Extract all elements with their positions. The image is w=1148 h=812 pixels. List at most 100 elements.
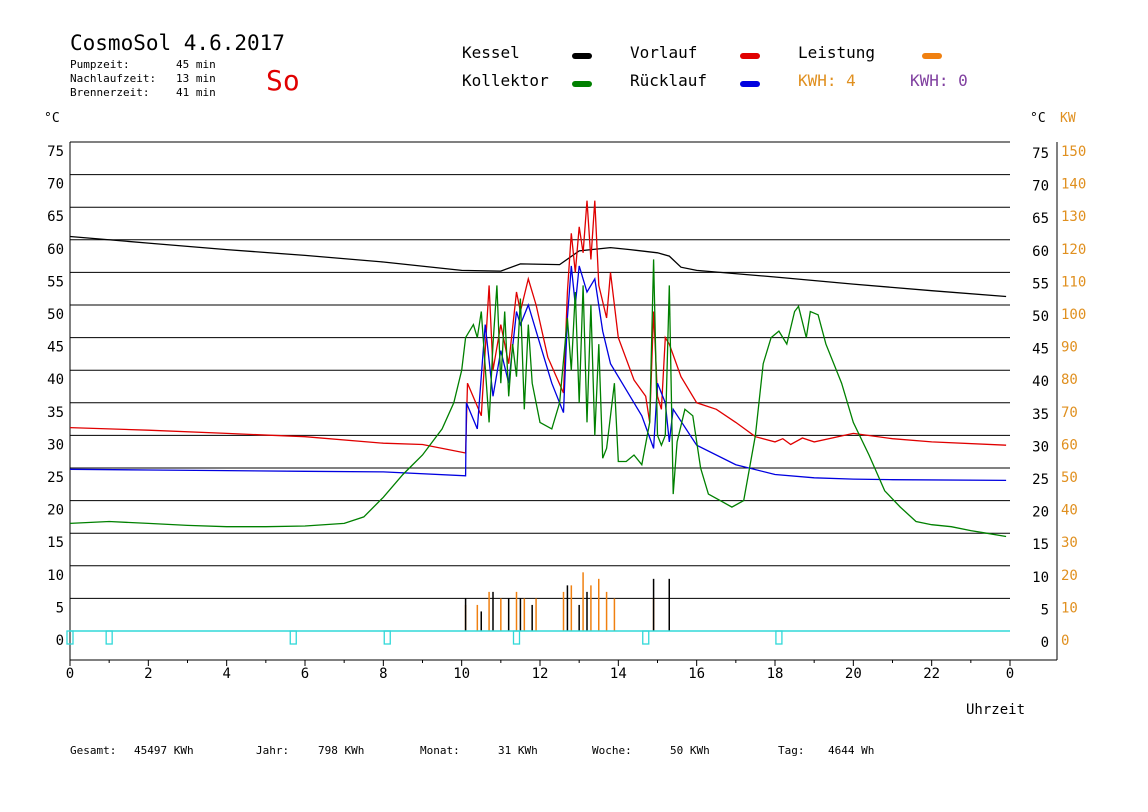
y-tick-label-left: 35: [47, 405, 64, 421]
kw-tick-label: 90: [1061, 340, 1078, 356]
legend-kwh: KWH: 0: [910, 71, 968, 90]
kw-tick-label: 100: [1061, 307, 1086, 323]
legend-swatch: [740, 81, 760, 87]
kw-tick-label: 70: [1061, 405, 1078, 421]
y-tick-label-right: 15: [1032, 537, 1049, 553]
x-tick-label: 0: [66, 666, 74, 682]
series-line-vorlauf: [69, 200, 1007, 454]
footer-label: Monat:: [420, 744, 460, 757]
y-tick-label-right: 65: [1032, 211, 1049, 227]
footer-label: Gesamt:: [70, 744, 116, 757]
legend-label: Vorlauf: [630, 43, 697, 62]
legend-label: Kollektor: [462, 71, 549, 90]
kw-tick-label: 0: [1061, 633, 1069, 649]
info-value: 41 min: [176, 86, 216, 99]
right-unit-c-label: °C: [1030, 111, 1046, 126]
legend-swatch: [922, 53, 942, 59]
right-unit-kw-label: KW: [1060, 111, 1076, 126]
footer-label: Tag:: [778, 744, 805, 757]
power-spikes: [464, 572, 670, 631]
info-value: 13 min: [176, 72, 216, 85]
x-tick-label: 14: [610, 666, 627, 682]
kw-tick-label: 110: [1061, 274, 1086, 290]
series-line-kessel: [69, 235, 1007, 298]
info-label: Pumpzeit:: [70, 58, 130, 71]
kw-tick-label: 60: [1061, 437, 1078, 453]
series-line-rcklauf: [69, 265, 1007, 482]
kw-tick-label: 80: [1061, 372, 1078, 388]
y-tick-label-left: 65: [47, 209, 64, 225]
kw-tick-label: 140: [1061, 177, 1086, 193]
kw-tick-label: 130: [1061, 209, 1086, 225]
kw-tick-label: 50: [1061, 470, 1078, 486]
y-tick-label-left: 50: [47, 307, 64, 323]
y-tick-label-left: 20: [47, 503, 64, 519]
x-tick-label: 18: [767, 666, 784, 682]
y-tick-label-right: 20: [1032, 505, 1049, 521]
y-tick-label-right: 45: [1032, 342, 1049, 358]
y-tick-label-left: 55: [47, 274, 64, 290]
x-tick-label: 8: [379, 666, 387, 682]
y-tick-label-right: 75: [1032, 146, 1049, 162]
y-tick-label-left: 0: [56, 633, 64, 649]
x-tick-label: 12: [532, 666, 549, 682]
y-tick-label-left: 60: [47, 242, 64, 258]
footer-value: 798 KWh: [318, 744, 364, 757]
day-label: So: [266, 64, 300, 97]
kw-tick-label: 40: [1061, 503, 1078, 519]
kw-tick-label: 10: [1061, 600, 1078, 616]
x-tick-label: 22: [923, 666, 940, 682]
info-label: Brennerzeit:: [70, 86, 149, 99]
y-tick-label-right: 55: [1032, 276, 1049, 292]
y-tick-label-left: 40: [47, 372, 64, 388]
x-tick-label: 0: [1006, 666, 1014, 682]
kw-tick-label: 150: [1061, 144, 1086, 160]
y-tick-label-right: 40: [1032, 374, 1049, 390]
y-tick-label-right: 30: [1032, 439, 1049, 455]
x-tick-label: 10: [453, 666, 470, 682]
y-tick-label-left: 10: [47, 568, 64, 584]
pump-pulse: [775, 630, 783, 645]
x-tick-label: 20: [845, 666, 862, 682]
y-tick-label-right: 10: [1032, 570, 1049, 586]
pump-markers: [66, 630, 1010, 645]
x-tick-label: 4: [222, 666, 230, 682]
legend-label: Kessel: [462, 43, 520, 62]
footer-value: 50 KWh: [670, 744, 710, 757]
chart-title: CosmoSol 4.6.2017: [70, 31, 285, 55]
grid: [69, 141, 1058, 661]
footer-value: 45497 KWh: [134, 744, 194, 757]
y-tick-label-left: 25: [47, 470, 64, 486]
y-tick-label-right: 25: [1032, 472, 1049, 488]
legend-swatch: [572, 53, 592, 59]
legend-swatch: [740, 53, 760, 59]
footer-label: Woche:: [592, 744, 632, 757]
legend-label: Leistung: [798, 43, 875, 62]
y-tick-label-right: 35: [1032, 407, 1049, 423]
y-tick-label-right: 0: [1041, 635, 1049, 651]
info-label: Nachlaufzeit:: [70, 72, 156, 85]
series-line-kollektor: [69, 259, 1007, 538]
legend-kwh: KWH: 4: [798, 71, 856, 90]
y-tick-label-right: 60: [1032, 244, 1049, 260]
pump-pulse: [105, 630, 113, 645]
kw-tick-label: 30: [1061, 535, 1078, 551]
pump-pulse: [289, 630, 297, 645]
legend-label: Rücklauf: [630, 71, 707, 90]
y-tick-label-right: 50: [1032, 309, 1049, 325]
info-block: Pumpzeit: 45 min Nachlaufzeit: 13 min Brenne…: [70, 58, 216, 99]
footer-value: 31 KWh: [498, 744, 538, 757]
y-tick-label-left: 30: [47, 437, 64, 453]
pump-pulse: [66, 630, 74, 645]
y-tick-label-right: 5: [1041, 602, 1049, 618]
footer-stats: Gesamt: 45497 KWh Jahr: 798 KWh Monat: 31 KWh…: [70, 744, 874, 757]
x-tick-label: 6: [301, 666, 309, 682]
footer-label: Jahr:: [256, 744, 289, 757]
info-value: 45 min: [176, 58, 216, 71]
legend-swatch: [572, 81, 592, 87]
series-lines: [69, 200, 1007, 538]
legend: Kessel Vorlauf Leistung Kollektor Rücklauf KW…: [462, 43, 968, 90]
footer-value: 4644 Wh: [828, 744, 874, 757]
